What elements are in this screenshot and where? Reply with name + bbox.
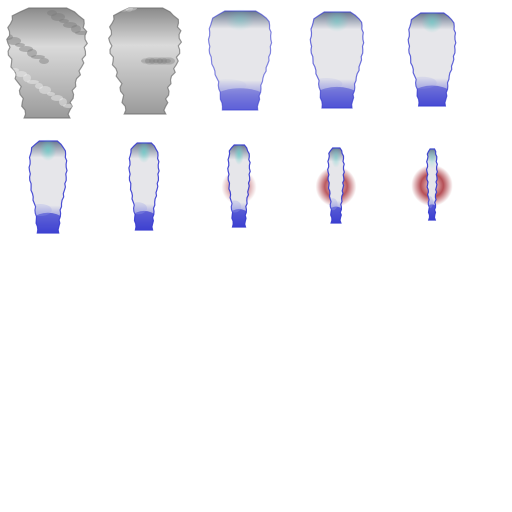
sprite-frame-8 — [221, 143, 257, 228]
cyan-glow — [137, 141, 151, 163]
sprite-frame-7 — [128, 141, 160, 231]
cyan-glow — [427, 147, 437, 169]
cyan-glow — [421, 11, 443, 33]
cyan-glow — [39, 139, 57, 161]
blue-shade — [29, 204, 68, 233]
blue-shade — [408, 76, 456, 106]
blue-shade — [208, 79, 272, 110]
sprite-frame-10 — [411, 147, 453, 221]
blue-shade — [128, 202, 160, 230]
sprite-frame-4 — [309, 10, 365, 109]
cyan-glow — [331, 146, 341, 168]
cyan-glow — [324, 10, 350, 32]
cyan-glow — [234, 143, 244, 165]
cyan-glow — [225, 9, 255, 31]
sprite-frame-6 — [28, 139, 68, 234]
blue-shade — [310, 78, 364, 108]
blue-shade — [227, 200, 251, 227]
sprite-frame-5 — [407, 11, 457, 107]
sprite-frame-9 — [315, 146, 357, 224]
sprite-body — [6, 7, 89, 119]
sprite-body — [207, 10, 273, 111]
sprite-body — [108, 7, 183, 115]
sprite-frame-1 — [6, 7, 89, 119]
sprite-frame-3 — [207, 9, 273, 111]
sprite-body — [309, 11, 365, 109]
sprite-frame-2 — [108, 7, 183, 115]
